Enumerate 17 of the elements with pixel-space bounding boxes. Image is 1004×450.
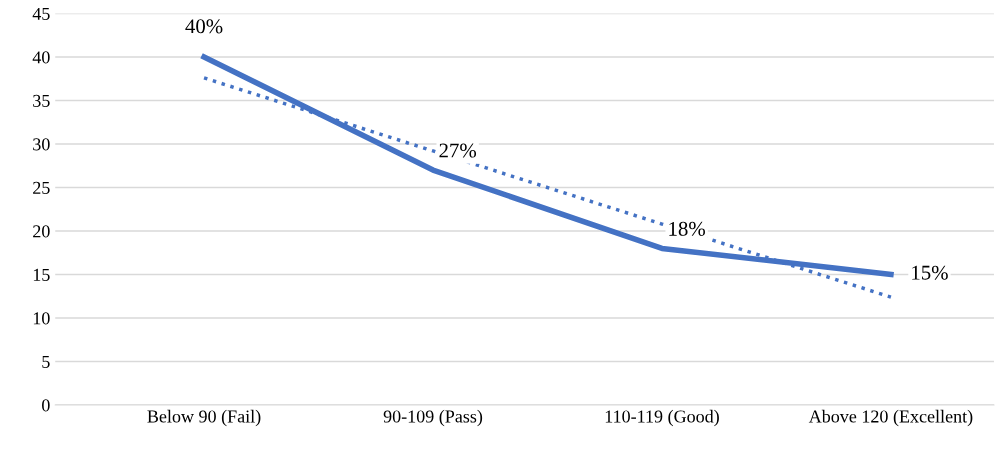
y-tick-label: 30 xyxy=(33,138,50,151)
y-tick-label: 20 xyxy=(33,225,50,238)
data-label: 40% xyxy=(185,19,223,34)
data-label: 15% xyxy=(912,265,948,280)
y-tick-label: 40 xyxy=(32,51,50,64)
y-tick-label: 35 xyxy=(33,94,50,107)
y-tick-label: 10 xyxy=(33,312,50,325)
x-tick-label: Below 90 (Fail) xyxy=(147,409,261,427)
data-label: 18% xyxy=(669,221,705,236)
x-tick-label: 90-109 (Pass) xyxy=(383,409,483,427)
y-tick-label: 15 xyxy=(33,268,50,281)
x-tick-label: 110-119 (Good) xyxy=(605,409,719,427)
y-tick-label: 0 xyxy=(42,399,50,412)
y-tick-label: 5 xyxy=(42,355,50,368)
y-tick-label: 45 xyxy=(32,7,50,20)
x-tick-label: Above 120 (Excellent) xyxy=(808,409,973,427)
y-tick-label: 25 xyxy=(33,181,50,194)
